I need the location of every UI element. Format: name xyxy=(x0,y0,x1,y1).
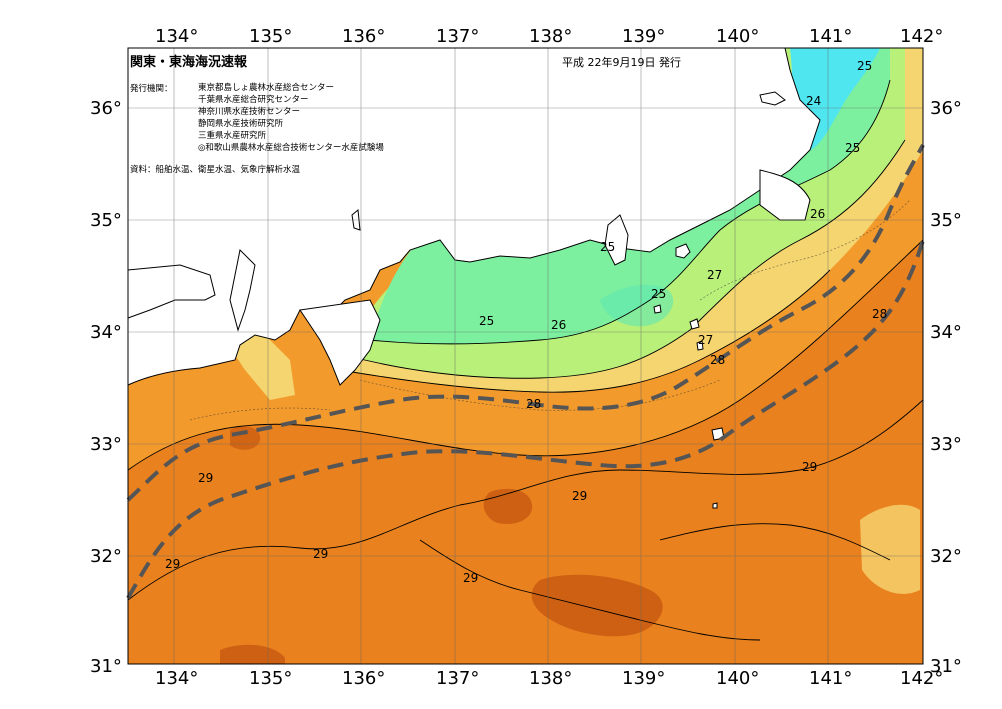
longitude-label: 139° xyxy=(622,26,665,47)
isotherm-label: 28 xyxy=(526,397,541,411)
longitude-label: 137° xyxy=(436,668,479,689)
sst-zone-30 xyxy=(483,488,533,525)
data-sources: 資料：船舶水温、衛星水温、気象庁解析水温 xyxy=(130,165,301,175)
issuer-item: ◎和歌山県農林水産総合技術センター水産試験場 xyxy=(198,143,384,153)
isotherm-label: 29 xyxy=(313,547,328,561)
sst-zone-27 xyxy=(860,504,920,594)
longitude-label: 142° xyxy=(900,26,943,47)
longitude-label: 138° xyxy=(529,668,572,689)
isotherm-label: 25 xyxy=(651,287,666,301)
latitude-label: 32° xyxy=(90,546,122,567)
longitude-label: 137° xyxy=(436,26,479,47)
isotherm-label: 26 xyxy=(810,207,825,221)
longitude-label: 142° xyxy=(900,668,943,689)
isotherm-label: 29 xyxy=(802,460,817,474)
issuer-item: 千葉県水産総合研究センター xyxy=(198,95,309,105)
isotherm-label: 25 xyxy=(479,314,494,328)
longitude-label: 140° xyxy=(716,26,759,47)
land-masses xyxy=(127,47,821,386)
latitude-label: 36° xyxy=(90,98,122,119)
isotherm-label: 28 xyxy=(710,353,725,367)
isotherm-label: 25 xyxy=(845,141,860,155)
longitude-label: 140° xyxy=(716,668,759,689)
latitude-label: 36° xyxy=(930,98,962,119)
sst-zone-30 xyxy=(531,574,663,637)
longitude-label: 136° xyxy=(342,668,385,689)
longitude-label: 139° xyxy=(622,668,665,689)
sst-zone-25 xyxy=(370,48,890,344)
sst-zone-29 xyxy=(128,240,923,664)
latitude-label: 31° xyxy=(930,656,962,677)
longitude-label: 134° xyxy=(155,26,198,47)
isotherm-label: 26 xyxy=(551,318,566,332)
isotherm-label: 28 xyxy=(872,307,887,321)
issuer-item: 神奈川県水産技術センター xyxy=(198,107,301,117)
longitude-label: 136° xyxy=(342,26,385,47)
issuer-item: 東京都島しょ農林水産総合センター xyxy=(198,83,335,93)
sst-zone-30 xyxy=(230,426,261,450)
kuroshio-axis xyxy=(126,144,925,600)
latitude-label: 32° xyxy=(930,546,962,567)
longitude-label: 141° xyxy=(809,668,852,689)
longitude-label: 138° xyxy=(529,26,572,47)
latitude-label: 35° xyxy=(930,210,962,231)
latitude-label: 34° xyxy=(90,322,122,343)
latitude-label: 35° xyxy=(90,210,122,231)
isotherm-label: 25 xyxy=(857,59,872,73)
latitude-label: 33° xyxy=(90,434,122,455)
longitude-label: 134° xyxy=(155,668,198,689)
isotherm-labels: 25 24 25 26 25 25 27 27 28 28 25 26 28 2… xyxy=(165,59,887,585)
issuer-item: 三重県水産研究所 xyxy=(198,131,267,141)
isotherm-label: 29 xyxy=(165,557,180,571)
sst-zone-30 xyxy=(220,644,285,664)
latitude-labels-right: 36° 35° 34° 33° 32° 31° xyxy=(930,98,962,677)
isotherm-label: 27 xyxy=(707,268,722,282)
longitude-label: 141° xyxy=(809,26,852,47)
longitude-label: 135° xyxy=(249,26,292,47)
isotherm-label: 25 xyxy=(600,240,615,254)
longitude-labels-top: 134° 135° 136° 137° 138° 139° 140° 141° … xyxy=(155,26,943,47)
isotherm-label: 29 xyxy=(463,571,478,585)
isotherm-label: 24 xyxy=(806,94,821,108)
latitude-labels-left: 36° 35° 34° 33° 32° 31° xyxy=(90,98,122,677)
sst-zone-25 xyxy=(600,284,674,327)
longitude-label: 135° xyxy=(249,668,292,689)
isotherm-label: 29 xyxy=(198,471,213,485)
longitude-labels-bottom: 134° 135° 136° 137° 138° 139° 140° 141° … xyxy=(155,668,943,689)
map-frame xyxy=(127,47,924,665)
latitude-label: 34° xyxy=(930,322,962,343)
sub-isotherm-lines xyxy=(189,199,911,421)
latitude-label: 31° xyxy=(90,656,122,677)
graticule xyxy=(128,48,923,664)
isotherm-label: 27 xyxy=(698,333,713,347)
isotherm-label: 29 xyxy=(572,489,587,503)
issue-date: 平成 22年9月19日 発行 xyxy=(562,56,681,69)
issuer-item: 静岡県水産技術研究所 xyxy=(198,119,284,129)
map-title: 関東・東海海況速報 xyxy=(130,55,248,70)
issuer-list: 東京都島しょ農林水産総合センター 千葉県水産総合研究センター 神奈川県水産技術セ… xyxy=(198,82,384,154)
issuer-label: 発行機関： xyxy=(130,84,173,94)
latitude-label: 33° xyxy=(930,434,962,455)
